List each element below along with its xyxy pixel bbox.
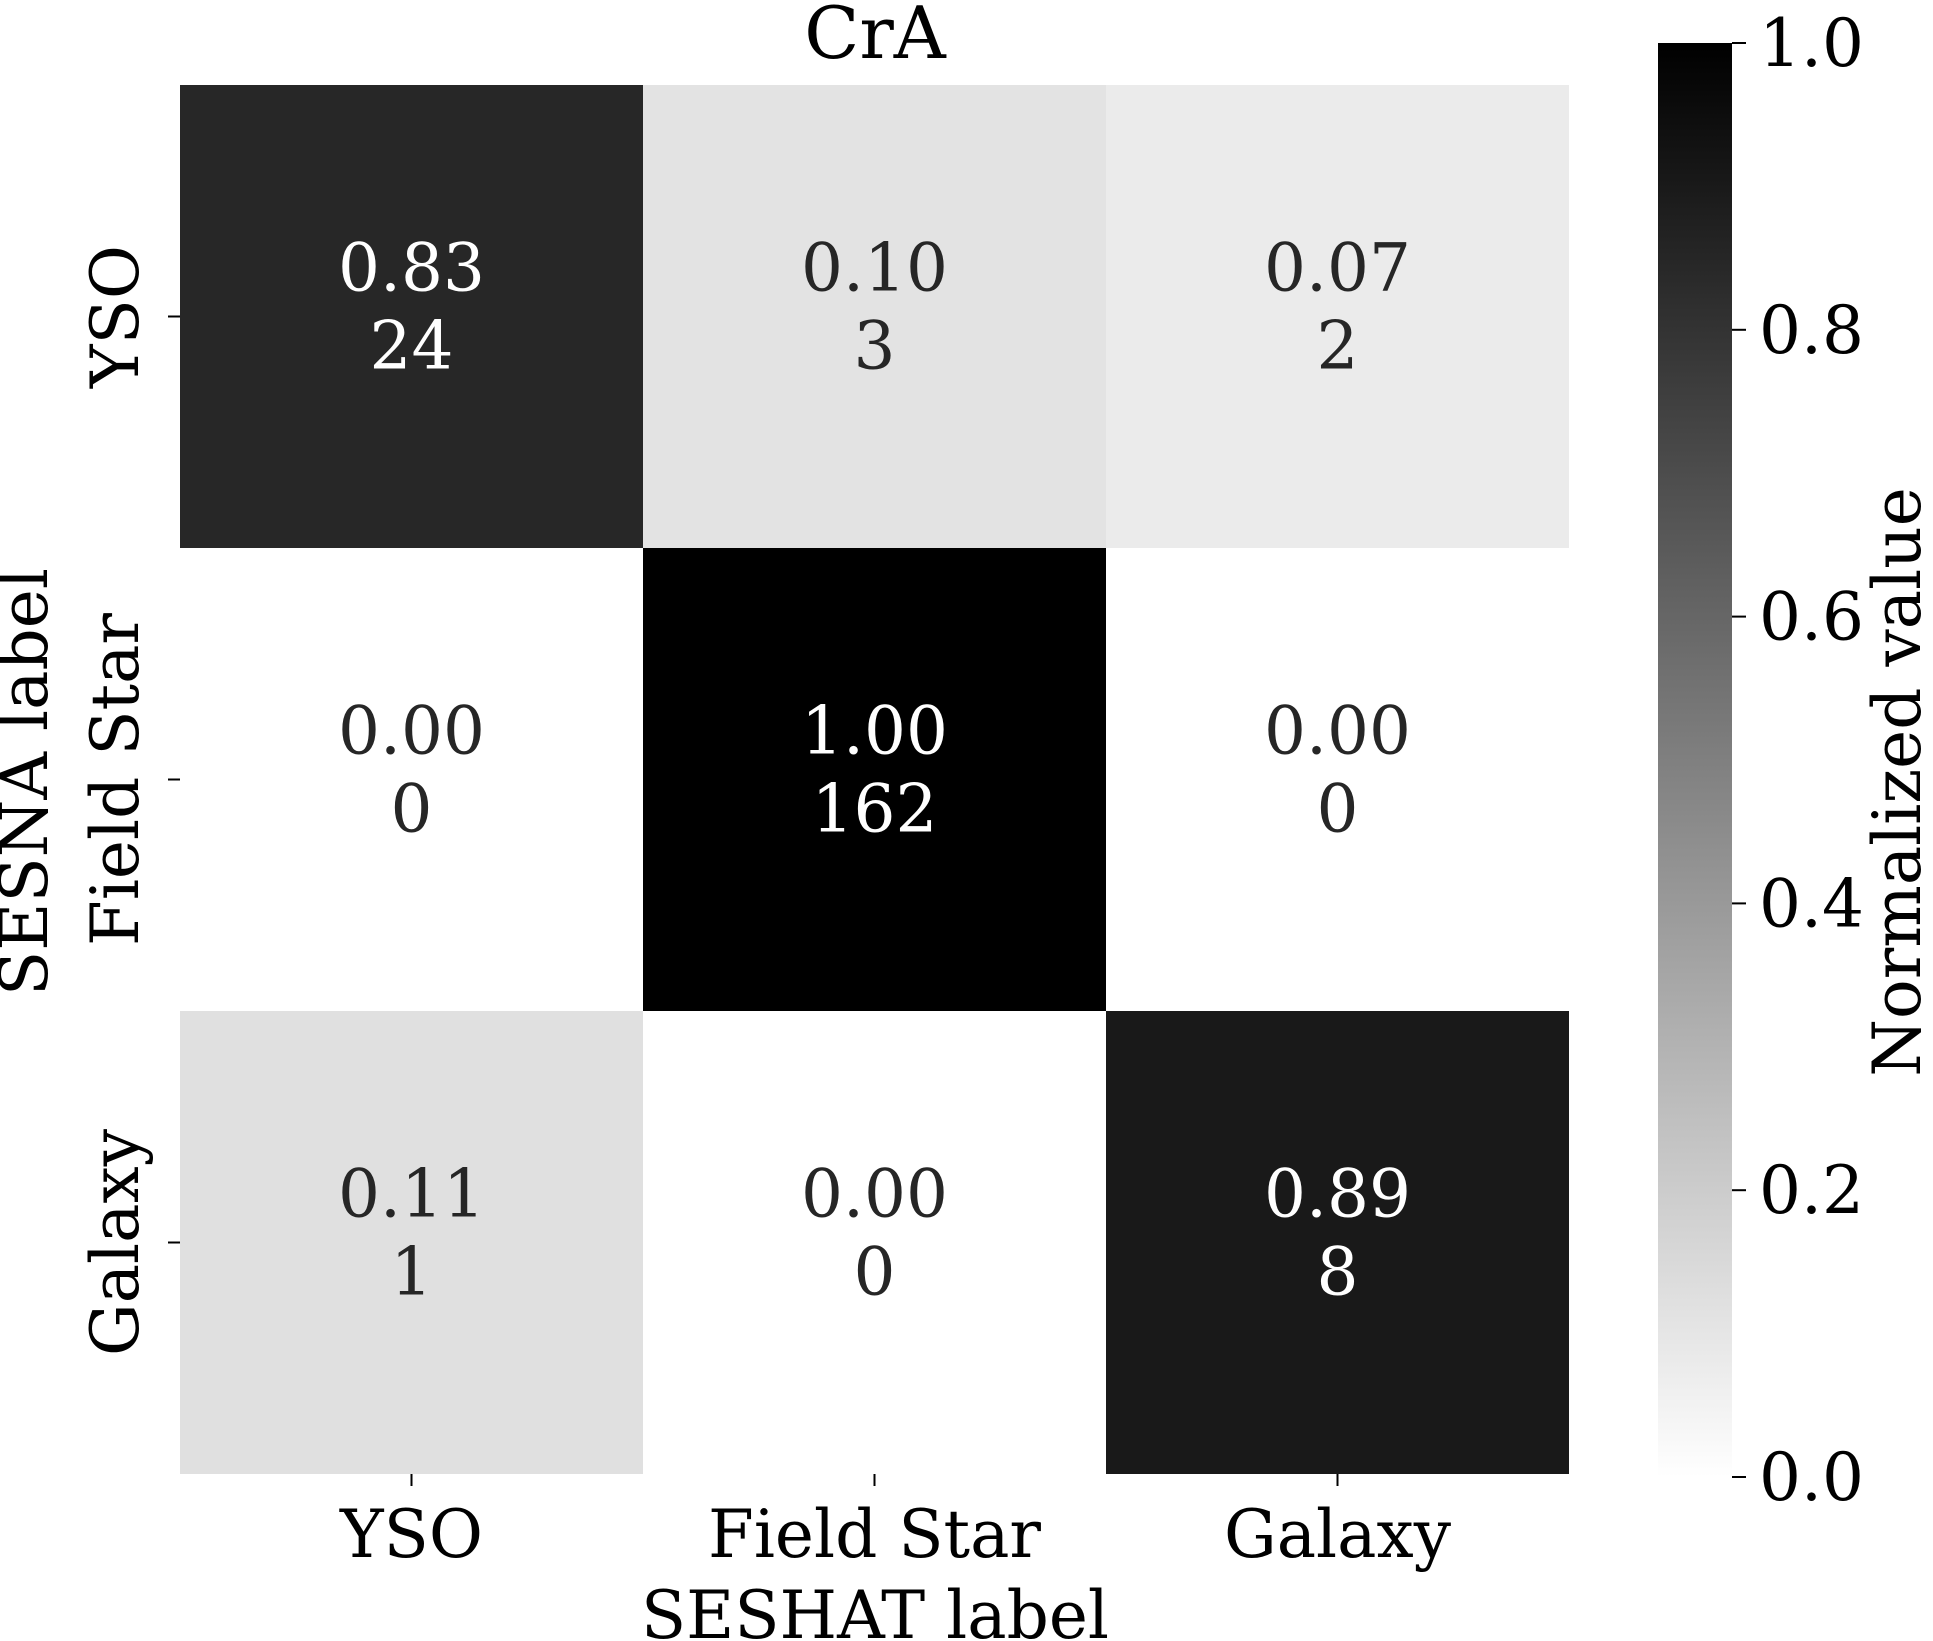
cell-normalized-label: 0.89 — [1264, 1156, 1411, 1233]
heatmap-cells — [180, 85, 1569, 1474]
colorbar-tick-label: 0.2 — [1759, 1152, 1864, 1229]
cell-count-label: 0 — [391, 771, 433, 848]
heatmap-cell — [180, 548, 643, 1011]
x-tick-label: Field Star — [708, 1496, 1041, 1573]
x-tick-label: Galaxy — [1224, 1496, 1452, 1573]
cell-count-label: 1 — [391, 1234, 433, 1311]
cell-normalized-label: 0.83 — [338, 230, 485, 307]
colorbar-tick-label: 1.0 — [1759, 5, 1864, 82]
heatmap-cell — [643, 1011, 1106, 1474]
colorbar-title: Normalized value — [1859, 487, 1933, 1077]
colorbar-tick-label: 0.4 — [1759, 865, 1864, 942]
cell-normalized-label: 0.11 — [338, 1156, 485, 1233]
colorbar-ticks: 0.0 0.2 0.4 0.6 0.8 1.0 — [1732, 5, 1864, 1516]
cell-count-label: 0 — [854, 1234, 896, 1311]
cell-normalized-label: 0.00 — [338, 693, 485, 770]
cell-normalized-label: 0.00 — [1264, 693, 1411, 770]
cell-normalized-label: 0.07 — [1264, 230, 1411, 307]
heatmap-cell — [643, 548, 1106, 1011]
cell-normalized-label: 0.00 — [801, 1156, 948, 1233]
y-tick-label: YSO — [77, 245, 154, 389]
heatmap-cell — [180, 85, 643, 548]
cell-count-label: 3 — [854, 308, 896, 385]
x-axis-ticks: YSO Field Star Galaxy — [339, 1474, 1452, 1573]
cell-count-label: 2 — [1317, 308, 1359, 385]
colorbar-tick-label: 0.6 — [1759, 579, 1864, 656]
colorbar: 0.0 0.2 0.4 0.6 0.8 1.0 — [1658, 5, 1864, 1516]
y-tick-label: Field Star — [77, 613, 154, 946]
y-tick-label: Galaxy — [77, 1128, 154, 1356]
heatmap-cell-labels: 0.83240.1030.0720.0001.001620.0000.1110.… — [338, 230, 1411, 1311]
cell-count-label: 8 — [1317, 1234, 1359, 1311]
heatmap-cell — [1106, 85, 1569, 548]
cell-normalized-label: 0.10 — [801, 230, 948, 307]
x-axis-title: SESHAT label — [641, 1577, 1109, 1641]
cell-normalized-label: 1.00 — [801, 693, 948, 770]
heatmap-cell — [1106, 548, 1569, 1011]
x-tick-label: YSO — [339, 1496, 483, 1573]
colorbar-tick-label: 0.0 — [1759, 1439, 1864, 1516]
cell-count-label: 24 — [370, 308, 454, 385]
cell-count-label: 0 — [1317, 771, 1359, 848]
heatmap-cell — [643, 85, 1106, 548]
colorbar-tick-label: 0.8 — [1759, 292, 1864, 369]
y-axis-title: SESNA label — [0, 568, 63, 996]
cell-count-label: 162 — [812, 771, 938, 848]
y-axis-ticks: YSO Field Star Galaxy — [77, 245, 180, 1356]
heatmap-cell — [180, 1011, 643, 1474]
chart-title: CrA — [804, 0, 947, 75]
heatmap-cell — [1106, 1011, 1569, 1474]
colorbar-gradient — [1658, 43, 1732, 1477]
